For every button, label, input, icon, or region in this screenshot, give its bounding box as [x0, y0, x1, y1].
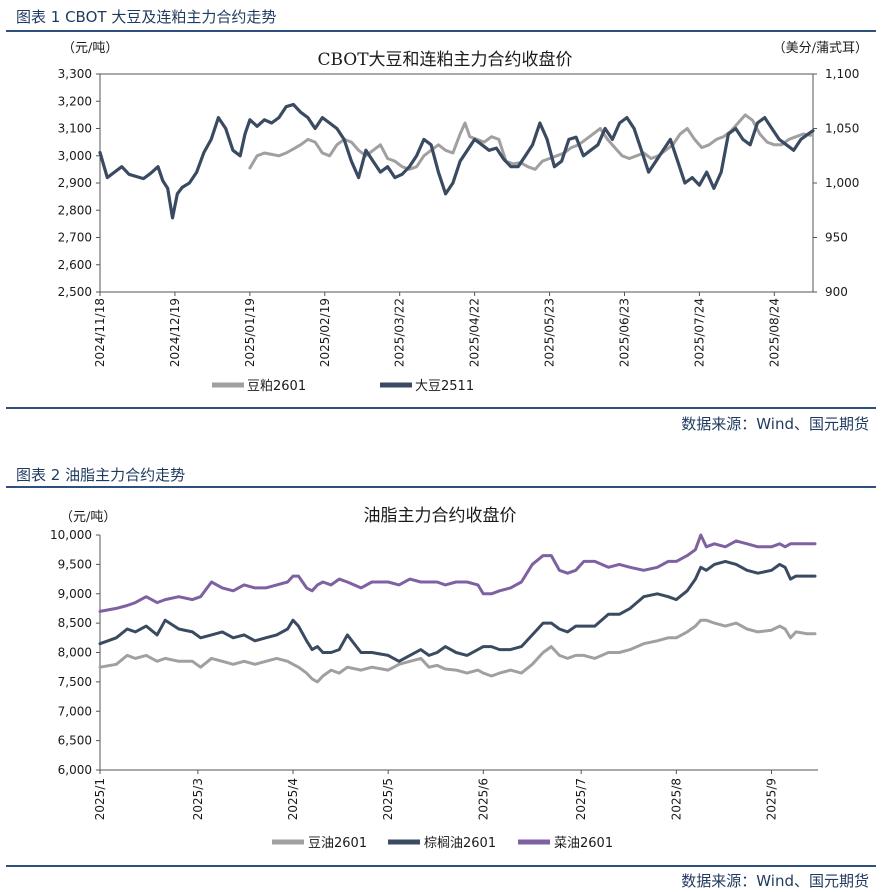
x-tick-label-2025-07-24: 2025/07/24	[692, 298, 706, 367]
figure-2-source: 数据来源：Wind、国元期货	[681, 872, 869, 890]
legend-label-soyoil2601: 豆油2601	[308, 836, 367, 851]
series-line--2601	[98, 533, 817, 613]
x-tick-label-2024-11-18: 2024/11/18	[93, 298, 107, 367]
chart-1-series-lines	[98, 102, 815, 220]
x-tick-label-2025-3: 2025/3	[191, 778, 205, 820]
chart-1-legend: 豆粕2601 大豆2511	[212, 379, 474, 394]
x-tick-label-2025-01-19: 2025/01/19	[243, 298, 257, 367]
legend-label-meal2601: 豆粕2601	[247, 379, 306, 394]
y-left-tick-label-2600: 2,600	[58, 258, 92, 272]
figure-2-bottom-rule	[6, 865, 876, 867]
legend-label-palm2601: 棕榈油2601	[424, 836, 496, 851]
y-right-tick-label-1000: 1,000	[825, 176, 859, 190]
x-tick-label-2025-8: 2025/8	[669, 778, 683, 820]
y-left-tick-label-3200: 3,200	[58, 94, 92, 108]
x-tick-label-2025-02-19: 2025/02/19	[318, 298, 332, 367]
figure-2-top-rule	[6, 486, 876, 488]
chart-cbot-soy-meal: CBOT大豆和连粕主力合约收盘价 （元/吨） （美分/蒲式耳） 2,500 2,6…	[58, 41, 868, 394]
chart-1-left-axis-ticks: 2,500 2,600 2,700 2,800 2,900 3,000 3,100 3,200…	[58, 67, 100, 299]
x-tick-label-2025-06-23: 2025/06/23	[617, 298, 631, 367]
y-tick-label-8000: 8,000	[58, 646, 92, 660]
series-line--2511	[98, 102, 815, 220]
figure-1-bottom-rule	[6, 407, 876, 409]
y-tick-label-6000: 6,000	[58, 763, 92, 777]
chart-1-right-axis-ticks: 900 950 1,000 1,050 1,100	[813, 67, 859, 299]
y-right-tick-label-1100: 1,100	[825, 67, 859, 81]
legend-label-rapeseed2601: 菜油2601	[554, 836, 613, 851]
chart-2-title: 油脂主力合约收盘价	[364, 506, 517, 526]
y-tick-label-7000: 7,000	[58, 704, 92, 718]
y-left-tick-label-3100: 3,100	[58, 122, 92, 136]
y-left-tick-label-3300: 3,300	[58, 67, 92, 81]
y-tick-label-7500: 7,500	[58, 675, 92, 689]
legend-label-soy2511: 大豆2511	[415, 379, 474, 394]
y-tick-label-6500: 6,500	[58, 734, 92, 748]
y-left-tick-label-2800: 2,800	[58, 203, 92, 217]
figure-1-top-rule	[6, 30, 876, 32]
chart-oils: 油脂主力合约收盘价 （元/吨） 6,000 6,500 7,000 7,500 8,00…	[50, 506, 818, 851]
y-tick-label-9000: 9,000	[58, 587, 92, 601]
chart-2-series-lines	[98, 533, 817, 684]
y-left-tick-label-2700: 2,700	[58, 231, 92, 245]
x-tick-label-2025-4: 2025/4	[286, 778, 300, 820]
chart-2-x-axis-ticks: 2025/1 2025/3 2025/4 2025/5 2025/6 2025/7 2025…	[93, 770, 779, 820]
figure-1-heading: 图表 1 CBOT 大豆及连粕主力合约走势	[16, 8, 277, 26]
x-tick-label-2025-1: 2025/1	[93, 778, 107, 820]
y-tick-label-10000: 10,000	[50, 528, 92, 542]
y-left-tick-label-3000: 3,000	[58, 149, 92, 163]
figure-2-header: 图表 2 油脂主力合约走势	[0, 458, 881, 488]
x-tick-label-2025-05-23: 2025/05/23	[543, 298, 557, 367]
y-right-tick-label-950: 950	[825, 231, 848, 245]
x-tick-label-2025-04-22: 2025/04/22	[468, 298, 482, 367]
figure-1-source: 数据来源：Wind、国元期货	[681, 415, 869, 433]
chart-2-y-axis-ticks: 6,000 6,500 7,000 7,500 8,000 8,500 9,000 9,500…	[50, 528, 100, 777]
x-tick-label-2025-03-22: 2025/03/22	[393, 298, 407, 367]
chart-1-title: CBOT大豆和连粕主力合约收盘价	[317, 50, 572, 70]
chart-1-plot-area	[99, 73, 814, 293]
chart-1-right-unit: （美分/蒲式耳）	[773, 41, 868, 56]
chart-2-unit: （元/吨）	[60, 510, 116, 525]
x-tick-label-2024-12-19: 2024/12/19	[168, 298, 182, 367]
y-left-tick-label-2500: 2,500	[58, 285, 92, 299]
y-left-tick-label-2900: 2,900	[58, 176, 92, 190]
y-tick-label-9500: 9,500	[58, 557, 92, 571]
x-tick-label-2025-5: 2025/5	[381, 778, 395, 820]
series-line--2601	[98, 559, 817, 663]
y-right-tick-label-900: 900	[825, 285, 848, 299]
figure-1-header: 图表 1 CBOT 大豆及连粕主力合约走势	[0, 0, 881, 30]
series-line--2601	[98, 618, 817, 684]
y-right-tick-label-1050: 1,050	[825, 122, 859, 136]
x-tick-label-2025-9: 2025/9	[765, 778, 779, 820]
x-tick-label-2025-6: 2025/6	[476, 778, 490, 820]
x-tick-label-2025-7: 2025/7	[574, 778, 588, 820]
figure-2-heading: 图表 2 油脂主力合约走势	[16, 466, 186, 484]
chart-1-left-unit: （元/吨）	[62, 41, 118, 56]
chart-1-x-axis-ticks: 2024/11/18 2024/12/19 2025/01/19 2025/02/19…	[93, 292, 781, 367]
chart-2-legend: 豆油2601 棕榈油2601 菜油2601	[272, 836, 613, 851]
x-tick-label-2025-08-24: 2025/08/24	[767, 298, 781, 367]
y-tick-label-8500: 8,500	[58, 616, 92, 630]
